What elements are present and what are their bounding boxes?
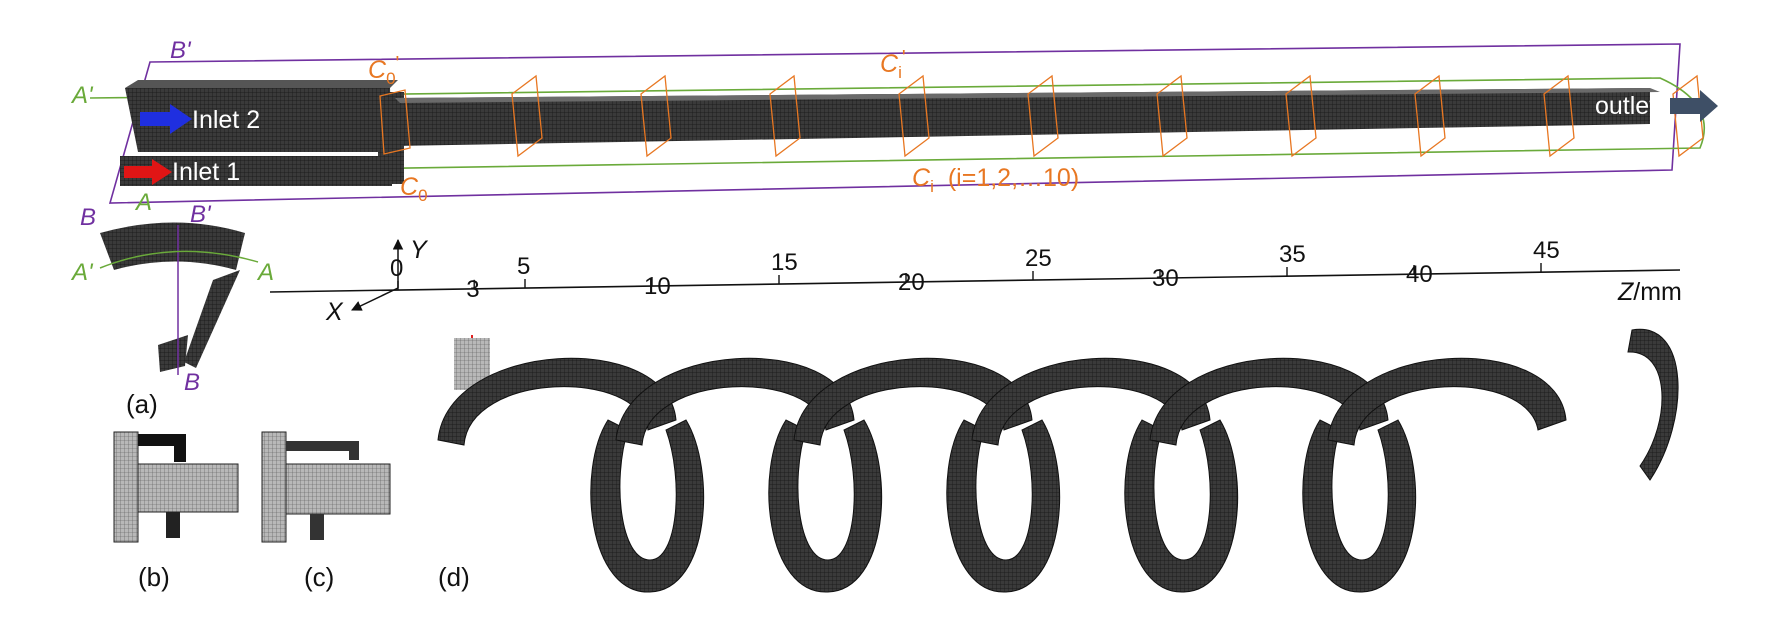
label-inlet1: Inlet 1 bbox=[172, 158, 240, 186]
axis-label-y: Y bbox=[410, 236, 429, 264]
sect-label-b: B bbox=[184, 369, 200, 396]
label-c0-prime: C0' bbox=[368, 53, 399, 88]
panel-label-d: (d) bbox=[438, 562, 470, 592]
label-c0: C0 bbox=[400, 173, 428, 205]
section-ci bbox=[511, 74, 543, 158]
z-axis-line bbox=[269, 269, 1681, 293]
section-shape bbox=[100, 222, 245, 270]
z-tick-label: 45 bbox=[1533, 237, 1560, 264]
helix-coil-top bbox=[615, 357, 855, 446]
z-tick-label: 25 bbox=[1025, 245, 1052, 272]
z-tick-label: 40 bbox=[1406, 261, 1433, 288]
section-ci bbox=[1156, 74, 1188, 158]
label-outlet: outlet bbox=[1595, 92, 1656, 120]
inlet2-block bbox=[125, 88, 392, 152]
z-tick-label: 20 bbox=[898, 269, 925, 296]
helix-coil-top bbox=[437, 357, 677, 446]
label-b-prime-top: B' bbox=[170, 37, 192, 64]
helix-coil-loop bbox=[590, 419, 705, 593]
section-ci-group bbox=[511, 74, 1704, 158]
section-line-a bbox=[99, 250, 259, 269]
main-channel bbox=[395, 88, 1650, 146]
panel-c-view: (c) bbox=[261, 431, 391, 592]
section-ci bbox=[1027, 74, 1059, 158]
axis-label-x: X bbox=[325, 298, 344, 326]
panel-label-c: (c) bbox=[304, 562, 334, 592]
section-c0 bbox=[379, 89, 411, 155]
helix-coil-top bbox=[1327, 357, 1567, 446]
sect-label-a-prime: A' bbox=[70, 259, 94, 286]
z-tick-label: 35 bbox=[1279, 241, 1306, 268]
label-inlet2: Inlet 2 bbox=[192, 106, 260, 134]
section-ci bbox=[1414, 74, 1446, 158]
section-ci bbox=[769, 74, 801, 158]
panel-label-b: (b) bbox=[138, 562, 170, 592]
z-tick-label: 15 bbox=[771, 249, 798, 276]
panel-a-cross-section: B' A' A B (a) bbox=[70, 201, 274, 419]
helix-coil-loop bbox=[768, 419, 883, 593]
z-tick-label: 3 bbox=[466, 276, 479, 303]
z-tick-label: 0 bbox=[390, 255, 403, 282]
helix-coil-top bbox=[971, 357, 1211, 446]
section-ci bbox=[898, 74, 930, 158]
section-ci bbox=[1285, 74, 1317, 158]
helix-coil-top bbox=[793, 357, 1033, 446]
panel-b-view: (b) bbox=[113, 431, 239, 592]
inlet2-arrow bbox=[140, 104, 192, 134]
axis-label-z: Z/mm bbox=[1617, 278, 1682, 306]
section-ci bbox=[1543, 74, 1575, 158]
label-b-left: B bbox=[80, 204, 96, 231]
inlet1-arrow bbox=[124, 159, 172, 185]
z-tick-label: 10 bbox=[644, 273, 671, 300]
label-a-prime-top: A' bbox=[70, 82, 94, 109]
helix-coil-loop bbox=[946, 419, 1061, 593]
sect-label-a: A bbox=[256, 259, 274, 286]
helix-coil-loop bbox=[1302, 419, 1417, 593]
inlet1-block bbox=[120, 156, 392, 186]
panel-d-helix: (d) bbox=[437, 328, 1679, 593]
label-a-left: A bbox=[134, 189, 152, 216]
z-tick-label: 30 bbox=[1152, 265, 1179, 292]
sect-label-b-prime: B' bbox=[190, 201, 212, 228]
channel-3d-view: B' A' B A Inlet 2 Inlet 1 outlet C0' Ci'… bbox=[70, 37, 1718, 231]
label-ci-prime: Ci' bbox=[880, 47, 906, 82]
helix-tail bbox=[1627, 328, 1679, 481]
z-tick-label: 5 bbox=[517, 253, 530, 280]
label-ci: Ci (i=1,2,…10) bbox=[912, 164, 1079, 196]
section-ci bbox=[1672, 74, 1704, 158]
helix-coil-top bbox=[1149, 357, 1389, 446]
helix-coil-loop bbox=[1124, 419, 1239, 593]
section-ci bbox=[640, 74, 672, 158]
outlet-arrow bbox=[1670, 90, 1718, 122]
panel-label-a: (a) bbox=[126, 389, 158, 419]
